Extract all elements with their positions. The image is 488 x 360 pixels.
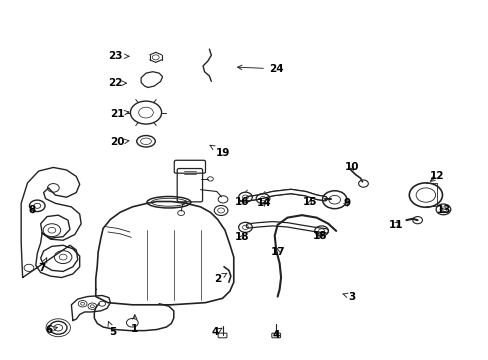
Text: 1: 1 <box>131 315 138 334</box>
Text: 14: 14 <box>256 198 271 208</box>
Text: 24: 24 <box>237 64 283 74</box>
Text: 17: 17 <box>270 247 285 257</box>
Text: 16: 16 <box>234 197 249 207</box>
Text: 18: 18 <box>312 231 326 240</box>
Text: 15: 15 <box>303 197 317 207</box>
Text: 6: 6 <box>46 325 57 335</box>
Text: 9: 9 <box>343 198 350 208</box>
Text: 4: 4 <box>272 330 279 340</box>
Text: 7: 7 <box>39 257 47 273</box>
Text: 18: 18 <box>234 232 249 242</box>
Text: 10: 10 <box>344 162 358 172</box>
Text: 2: 2 <box>214 273 226 284</box>
Text: 23: 23 <box>108 51 129 61</box>
Text: 4: 4 <box>211 327 222 337</box>
Text: 20: 20 <box>110 138 129 147</box>
Text: 8: 8 <box>29 206 36 216</box>
Text: 12: 12 <box>429 171 444 181</box>
Text: 21: 21 <box>110 109 129 119</box>
Text: 19: 19 <box>210 145 229 158</box>
Text: 11: 11 <box>387 220 402 230</box>
Text: 3: 3 <box>342 292 355 302</box>
Text: 22: 22 <box>108 78 126 88</box>
Text: 5: 5 <box>108 321 116 337</box>
Text: 13: 13 <box>436 206 451 216</box>
